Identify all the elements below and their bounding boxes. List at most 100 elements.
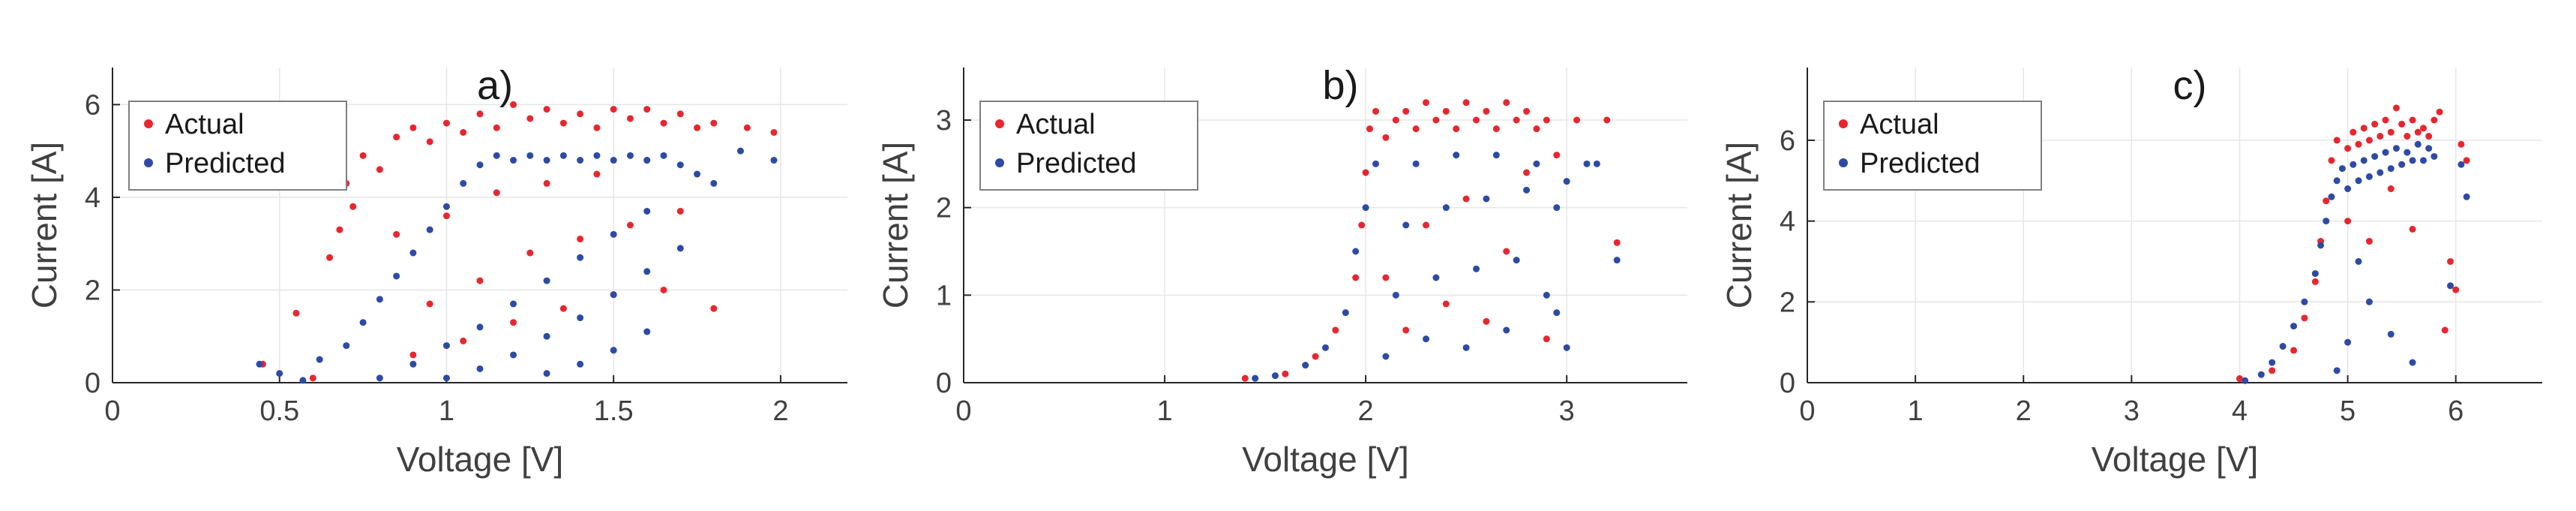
data-point (736, 147, 744, 155)
data-point (510, 101, 517, 108)
x-tick-label: 0 (1799, 395, 1815, 427)
data-point (743, 124, 751, 131)
data-point (476, 365, 484, 372)
data-point (426, 226, 433, 233)
data-point (526, 249, 534, 257)
data-point (643, 157, 651, 164)
data-point (510, 300, 517, 308)
data-point (1252, 374, 1259, 382)
data-point (1372, 107, 1380, 115)
data-point (1553, 204, 1561, 212)
x-tick-label: 2 (1358, 395, 1374, 427)
data-point (2236, 375, 2243, 383)
data-point (1523, 186, 1531, 194)
data-point (376, 166, 383, 173)
data-point (1503, 99, 1510, 107)
data-point (643, 268, 651, 275)
data-point (1402, 221, 1410, 229)
legend-box (979, 101, 1198, 191)
data-point (1442, 204, 1450, 212)
data-point (643, 106, 651, 113)
data-point (1302, 362, 1309, 369)
data-point (1392, 116, 1399, 124)
legend-label: Predicted (1016, 148, 1137, 179)
data-point (2371, 152, 2379, 160)
data-point (577, 157, 584, 164)
data-point (1603, 116, 1611, 124)
data-point (2409, 116, 2416, 124)
data-point (2344, 218, 2352, 225)
x-tick-label: 1 (439, 395, 454, 427)
data-point (393, 134, 400, 141)
data-point (476, 323, 484, 331)
data-point (292, 309, 300, 317)
data-point (710, 305, 718, 312)
data-point (577, 254, 584, 261)
data-point (643, 207, 651, 215)
x-axis-title: Voltage [V] (397, 440, 564, 479)
data-point (610, 291, 617, 299)
data-point (2452, 286, 2460, 293)
legend: Actual Predicted (128, 101, 347, 191)
data-point (1366, 125, 1373, 133)
data-point (1563, 344, 1570, 351)
data-point (770, 157, 778, 164)
series-actual (1241, 99, 1621, 382)
data-point (1533, 125, 1540, 133)
y-tick-label: 0 (1780, 368, 1795, 399)
data-point (1513, 116, 1520, 124)
data-point (442, 342, 450, 350)
data-point (2419, 125, 2427, 132)
data-point (2301, 298, 2308, 305)
data-point (2436, 108, 2443, 116)
series-predicted (1252, 152, 1621, 382)
data-point (1553, 309, 1561, 317)
y-tick-label: 0 (85, 368, 100, 399)
data-point (1492, 125, 1500, 133)
data-point (1503, 326, 1510, 334)
data-point (1312, 353, 1319, 360)
data-point (2398, 161, 2406, 168)
x-tick-label: 5 (2340, 395, 2356, 427)
x-tick-label: 0 (104, 395, 120, 427)
data-point (2431, 116, 2438, 124)
chart-panel-2: 0 1 2 3 0 1 2 3 b) Voltage [V] Current [A] Actual Pr… (876, 63, 1687, 479)
data-point (2409, 225, 2416, 233)
data-point (610, 230, 617, 238)
x-tick-label: 2 (2016, 395, 2032, 427)
y-tick-label: 6 (85, 89, 100, 121)
data-point (660, 152, 667, 159)
data-point (442, 119, 450, 127)
data-point (2344, 338, 2352, 346)
data-point (1382, 274, 1390, 281)
x-tick-label: 2 (772, 395, 788, 427)
data-point (610, 157, 617, 164)
y-tick-label: 2 (1780, 287, 1795, 318)
data-point (2311, 270, 2319, 278)
data-point (577, 110, 584, 118)
data-point (2365, 298, 2373, 305)
data-point (326, 254, 334, 261)
data-point (2365, 173, 2373, 180)
data-point (593, 170, 601, 178)
data-point (2333, 177, 2341, 185)
legend: Actual Predicted (979, 101, 1198, 191)
data-point (2387, 128, 2395, 136)
data-point (409, 249, 417, 257)
data-point (2425, 145, 2433, 152)
data-point (2311, 278, 2319, 285)
legend-marker (144, 158, 153, 167)
data-point (1402, 326, 1410, 334)
data-point (2404, 133, 2411, 140)
data-point (1241, 374, 1249, 382)
x-tick-label: 4 (2232, 395, 2248, 427)
x-axis-title: Voltage [V] (2092, 440, 2259, 479)
data-point (376, 296, 383, 303)
data-point (493, 152, 500, 159)
data-point (2377, 133, 2384, 140)
data-point (2338, 165, 2346, 173)
x-tick-label: 1.5 (594, 395, 634, 427)
y-tick-label: 0 (936, 368, 952, 399)
data-point (2371, 120, 2379, 128)
y-tick-label: 6 (1780, 125, 1795, 157)
